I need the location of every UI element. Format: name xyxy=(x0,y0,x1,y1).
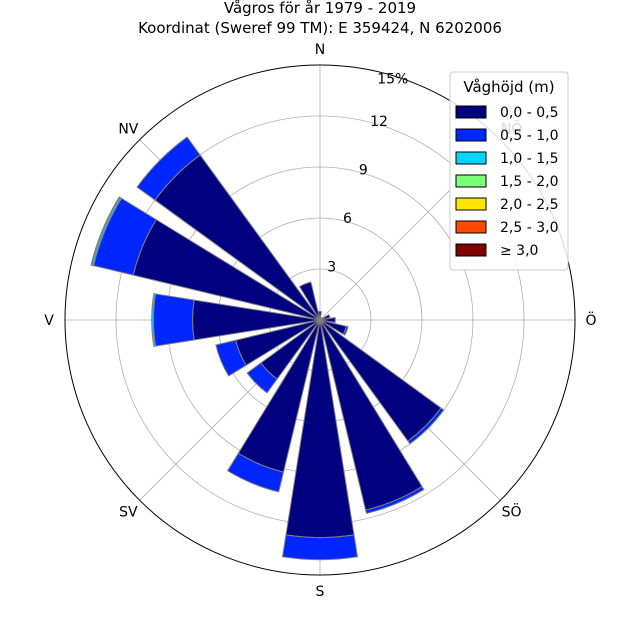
rose-bar-segment xyxy=(342,325,349,336)
legend: Våghöjd (m) 0,0 - 0,5 0,5 - 1,0 1,0 - 1,5 1… xyxy=(449,71,569,271)
rose-bar-segment xyxy=(246,362,278,394)
radial-tick-labels: 3 6 9 12 15% xyxy=(327,71,408,275)
direction-label: SV xyxy=(119,505,138,521)
direction-label: V xyxy=(44,313,54,329)
direction-label: NV xyxy=(118,121,138,137)
radial-tick-label: 3 xyxy=(327,259,336,275)
rose-bar-segment xyxy=(152,293,195,347)
legend-label: 2,0 - 2,5 xyxy=(500,197,558,213)
legend-label: 0,0 - 0,5 xyxy=(500,105,558,121)
chart-subtitle: Koordinat (Sweref 99 TM): E 359424, N 62… xyxy=(138,19,502,37)
rose-bar-segment xyxy=(318,311,322,321)
radial-max-label: 15% xyxy=(377,71,408,87)
direction-label: Ö xyxy=(585,311,596,329)
rose-bar-segment xyxy=(90,196,121,266)
legend-label: 0,5 - 1,0 xyxy=(500,128,558,144)
rose-bar-segment xyxy=(319,313,331,321)
legend-label: 2,5 - 3,0 xyxy=(500,220,558,236)
direction-label: N xyxy=(315,42,325,58)
rose-bar-segment xyxy=(298,281,321,321)
legend-swatch xyxy=(455,243,487,257)
rose-bar-segment xyxy=(136,136,201,201)
legend-swatch xyxy=(455,174,487,188)
legend-swatch xyxy=(455,151,487,165)
legend-frame xyxy=(449,71,569,271)
rose-bar-segment xyxy=(365,486,425,515)
rose-bar-segment xyxy=(215,339,247,377)
legend-label: ≥ 3,0 xyxy=(500,243,538,259)
rose-bar-segment xyxy=(281,534,359,561)
rose-bar-segment xyxy=(407,407,445,445)
legend-label: 1,0 - 1,5 xyxy=(500,151,558,167)
radial-tick-label: 12 xyxy=(370,114,388,130)
legend-swatch xyxy=(455,220,487,234)
direction-label: S xyxy=(316,584,325,600)
legend-swatch xyxy=(455,105,487,119)
radial-tick-label: 9 xyxy=(359,162,368,178)
legend-swatch xyxy=(455,197,487,211)
radial-tick-label: 6 xyxy=(343,211,352,227)
legend-swatch xyxy=(455,128,487,142)
legend-label: 1,5 - 2,0 xyxy=(500,174,558,190)
legend-title: Våghöjd (m) xyxy=(463,78,554,96)
rose-bar-segment xyxy=(226,452,285,493)
rose-bar-segment xyxy=(151,293,157,347)
direction-label: SÖ xyxy=(502,503,522,521)
rose-bars xyxy=(90,136,445,561)
chart-title: Vågros för år 1979 - 2019 xyxy=(224,0,416,17)
outer-circle xyxy=(64,64,576,576)
rose-bar-segment xyxy=(319,317,336,323)
